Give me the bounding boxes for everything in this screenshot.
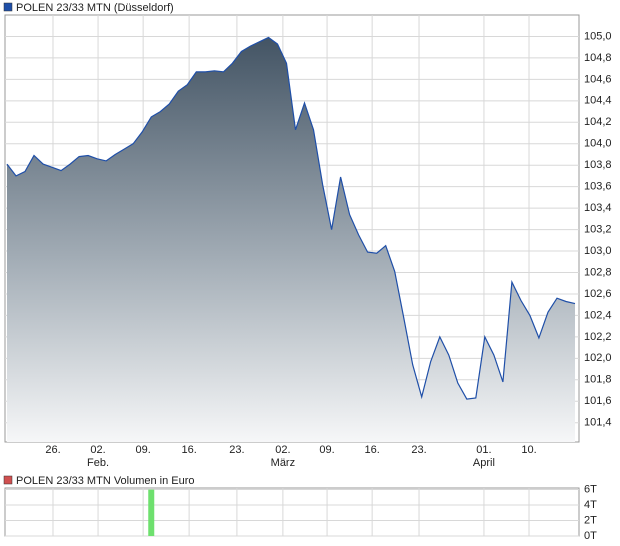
month-label: März xyxy=(271,457,295,469)
volume-bar xyxy=(148,489,155,536)
y-tick-label: 102,0 xyxy=(584,352,612,364)
y-tick-label: 104,8 xyxy=(584,52,612,64)
y-tick-label: 105,0 xyxy=(584,30,612,42)
y-tick-label: 6T xyxy=(584,483,597,495)
y-tick-label: 101,8 xyxy=(584,374,612,386)
y-tick-label: 103,2 xyxy=(584,223,612,235)
area-fill xyxy=(7,37,575,442)
y-tick-label: 104,2 xyxy=(584,116,612,128)
x-tick-label: 26. xyxy=(45,444,60,456)
x-tick-label: 10. xyxy=(521,444,536,456)
y-tick-label: 103,0 xyxy=(584,245,612,257)
y-tick-label: 4T xyxy=(584,499,597,511)
x-tick-label: 23. xyxy=(411,444,426,456)
x-tick-label: 09. xyxy=(135,444,150,456)
y-tick-label: 102,4 xyxy=(584,309,612,321)
y-tick-label: 104,4 xyxy=(584,95,612,107)
chart-title: POLEN 23/33 MTN Volumen in Euro xyxy=(16,475,195,487)
y-tick-label: 101,6 xyxy=(584,395,612,407)
x-tick-label: 16. xyxy=(364,444,379,456)
x-tick-label: 02. xyxy=(275,444,290,456)
y-tick-label: 104,6 xyxy=(584,73,612,85)
y-tick-label: 101,4 xyxy=(584,417,612,429)
x-tick-label: 16. xyxy=(181,444,196,456)
x-tick-label: 02. xyxy=(90,444,105,456)
x-tick-label: 09. xyxy=(319,444,334,456)
y-tick-label: 102,6 xyxy=(584,288,612,300)
y-tick-label: 103,6 xyxy=(584,181,612,193)
plot-area xyxy=(4,487,580,537)
y-tick-label: 102,8 xyxy=(584,266,612,278)
x-tick-label: 23. xyxy=(229,444,244,456)
month-label: Feb. xyxy=(87,457,109,469)
price-line xyxy=(6,36,576,400)
x-tick-label: 01. xyxy=(476,444,491,456)
y-tick-label: 104,0 xyxy=(584,138,612,150)
legend-swatch xyxy=(3,2,13,12)
y-tick-label: 2T xyxy=(584,514,597,526)
month-label: April xyxy=(473,457,495,469)
y-tick-label: 102,2 xyxy=(584,331,612,343)
y-tick-label: 0T xyxy=(584,530,597,542)
legend-swatch xyxy=(3,475,13,485)
chart-title: POLEN 23/33 MTN (Düsseldorf) xyxy=(16,2,174,14)
y-tick-label: 103,4 xyxy=(584,202,612,214)
y-tick-label: 103,8 xyxy=(584,159,612,171)
